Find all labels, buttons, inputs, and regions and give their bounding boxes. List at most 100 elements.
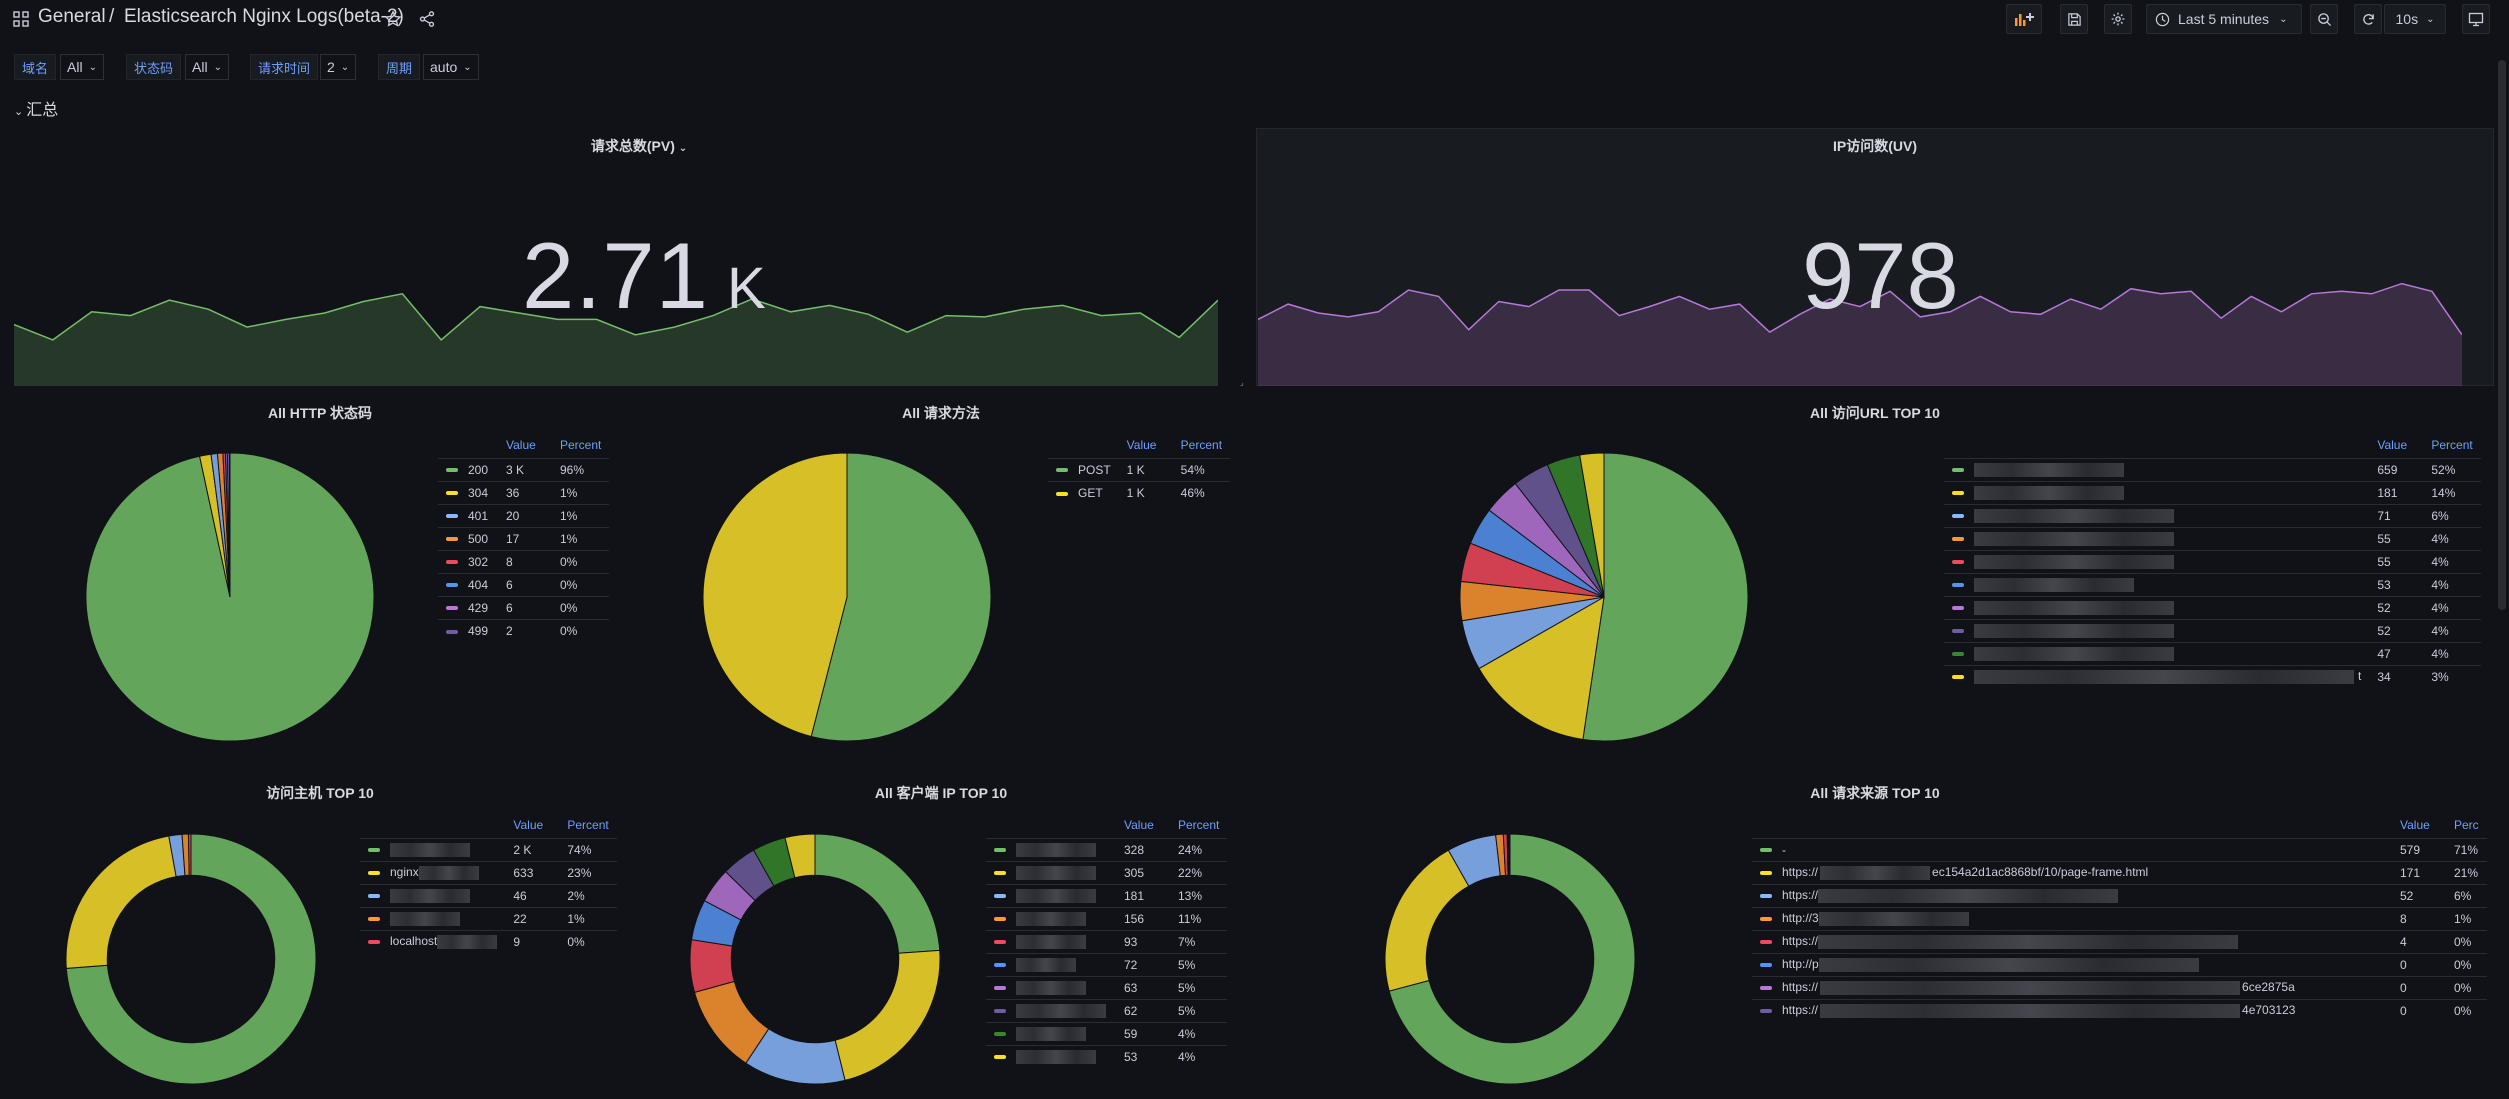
legend-row[interactable]: https://4e703123 0 0% (1752, 998, 2487, 1022)
legend-row[interactable]: 200 3 K 96% (438, 457, 610, 481)
legend-header-value: Value (1124, 817, 1154, 832)
clients-slice[interactable] (784, 833, 816, 879)
legend-row[interactable]: 47 4% (1944, 641, 2481, 665)
panel-title-urls[interactable]: All 访问URL TOP 10 (1810, 405, 1940, 421)
legend-row[interactable]: 305 22% (986, 860, 1228, 884)
legend-row[interactable]: 52 4% (1944, 595, 2481, 619)
status-slice[interactable] (228, 452, 231, 598)
legend-row[interactable]: 55 4% (1944, 526, 2481, 550)
clients-slice[interactable] (834, 949, 941, 1081)
legend-row[interactable]: 156 11% (986, 906, 1228, 930)
legend-percent: 3% (2423, 664, 2481, 688)
methods-slice[interactable] (702, 452, 848, 738)
panel-title-referers[interactable]: All 请求来源 TOP 10 (1810, 785, 1940, 801)
urls-slice[interactable] (1582, 452, 1749, 742)
legend-row[interactable]: 72 5% (986, 952, 1228, 976)
gear-icon (2111, 12, 2125, 26)
legend-row[interactable]: http://3 8 1% (1752, 906, 2487, 930)
legend-row[interactable]: 304 36 1% (438, 480, 610, 504)
share-icon[interactable] (418, 10, 436, 31)
row-toggle[interactable]: ⌄ 汇总 (14, 96, 58, 120)
referers-slice[interactable] (1384, 849, 1470, 992)
legend-row[interactable]: 62 5% (986, 998, 1228, 1022)
variable-select-period[interactable]: auto ⌄ (423, 54, 479, 80)
legend-row[interactable]: nginx 633 23% (360, 860, 617, 884)
hosts-slice[interactable] (187, 833, 192, 876)
legend-value: 156 (1116, 906, 1170, 930)
legend-row[interactable]: 53 4% (1944, 572, 2481, 596)
add-panel-button[interactable] (2006, 4, 2042, 34)
legend-row[interactable]: 328 24% (986, 837, 1228, 861)
legend-row[interactable]: localhost 9 0% (360, 929, 617, 953)
legend-row[interactable]: http://p 0 0% (1752, 952, 2487, 976)
legend-row[interactable]: 404 6 0% (438, 572, 610, 596)
refresh-button[interactable] (2354, 4, 2382, 34)
legend-row[interactable]: GET 1 K 46% (1048, 480, 1231, 504)
clients-slice[interactable] (814, 833, 941, 954)
zoom-out-button[interactable] (2310, 4, 2338, 34)
legend-row[interactable]: 500 17 1% (438, 526, 610, 550)
legend-row[interactable]: 181 14% (1944, 480, 2481, 504)
legend-series-label (1944, 549, 2370, 573)
hosts-slice[interactable] (65, 833, 317, 1085)
legend-swatch (368, 847, 380, 852)
panel-title-methods[interactable]: All 请求方法 (902, 405, 980, 421)
legend-row[interactable]: 181 13% (986, 883, 1228, 907)
panel-title-hosts[interactable]: 访问主机 TOP 10 (266, 785, 374, 801)
settings-button[interactable] (2104, 4, 2132, 34)
legend-row[interactable]: 46 2% (360, 883, 617, 907)
panel-title-clients[interactable]: All 客户端 IP TOP 10 (874, 785, 1008, 801)
legend-row[interactable]: https://52 6% (1752, 883, 2487, 907)
legend-row[interactable]: 2 K 74% (360, 837, 617, 861)
panel-title-status[interactable]: All HTTP 状态码 (268, 405, 372, 421)
legend-row[interactable]: POST 1 K 54% (1048, 457, 1231, 481)
legend-row[interactable]: 53 4% (986, 1044, 1228, 1068)
redacted-label (1974, 508, 2174, 523)
redacted-label (390, 888, 470, 903)
referers-slice[interactable] (1508, 833, 1511, 876)
variable-select-request-time[interactable]: 2 ⌄ (320, 54, 357, 80)
dashboard-title[interactable]: Elasticsearch Nginx Logs(beta-2) (124, 6, 404, 27)
tv-mode-button[interactable] (2462, 4, 2490, 34)
referers-slice[interactable] (1388, 833, 1636, 1085)
legend-row[interactable]: 55 4% (1944, 549, 2481, 573)
variable-select-status[interactable]: All ⌄ (185, 54, 229, 80)
pv-sparkline-area (14, 293, 1218, 386)
urls-slice[interactable] (1478, 596, 1605, 741)
legend-row[interactable]: 93 7% (986, 929, 1228, 953)
legend-row[interactable]: https://ec154a2d1ac8868bf/10/page-frame.… (1752, 860, 2487, 884)
legend-row[interactable]: 429 6 0% (438, 595, 610, 619)
time-range-picker[interactable]: Last 5 minutes ⌄ (2146, 4, 2302, 34)
legend-row[interactable]: 659 52% (1944, 457, 2481, 481)
legend-row[interactable]: 302 8 0% (438, 549, 610, 573)
legend-row[interactable]: 59 4% (986, 1021, 1228, 1045)
legend-row[interactable]: 499 2 0% (438, 618, 610, 642)
variable-select-domain[interactable]: All ⌄ (60, 54, 104, 80)
urls-slice[interactable] (1579, 452, 1605, 598)
apps-grid-icon[interactable] (13, 11, 29, 27)
panel-title-pv[interactable]: 请求总数(PV) ⌄ (590, 138, 688, 154)
legend-row[interactable]: t 34 3% (1944, 664, 2481, 688)
legend-value: 8 (2392, 906, 2446, 930)
legend-row[interactable]: 52 4% (1944, 618, 2481, 642)
hosts-slice[interactable] (65, 835, 177, 969)
breadcrumb-folder[interactable]: General (38, 6, 106, 27)
legend-row[interactable]: https://4 0% (1752, 929, 2487, 953)
legend-row[interactable]: -579 71% (1752, 837, 2487, 861)
legend-header-value: Value (2400, 817, 2430, 832)
legend-row[interactable]: 63 5% (986, 975, 1228, 999)
legend-swatch (1952, 559, 1964, 564)
legend-value: 8 (498, 549, 552, 573)
legend-row[interactable]: 71 6% (1944, 503, 2481, 527)
legend-row[interactable]: https://6ce2875a 0 0% (1752, 975, 2487, 999)
save-dashboard-button[interactable] (2060, 4, 2088, 34)
page-scrollbar[interactable] (2498, 60, 2506, 610)
methods-slice[interactable] (810, 452, 992, 742)
panel-title-uv[interactable]: IP访问数(UV) (1833, 138, 1917, 154)
zoom-out-icon (2317, 12, 2331, 26)
legend-row[interactable]: 401 20 1% (438, 503, 610, 527)
star-icon[interactable] (384, 10, 402, 31)
resize-handle-icon[interactable]: ⌟ (1240, 378, 1244, 387)
refresh-interval-picker[interactable]: 10s ⌄ (2384, 4, 2446, 34)
legend-row[interactable]: 22 1% (360, 906, 617, 930)
